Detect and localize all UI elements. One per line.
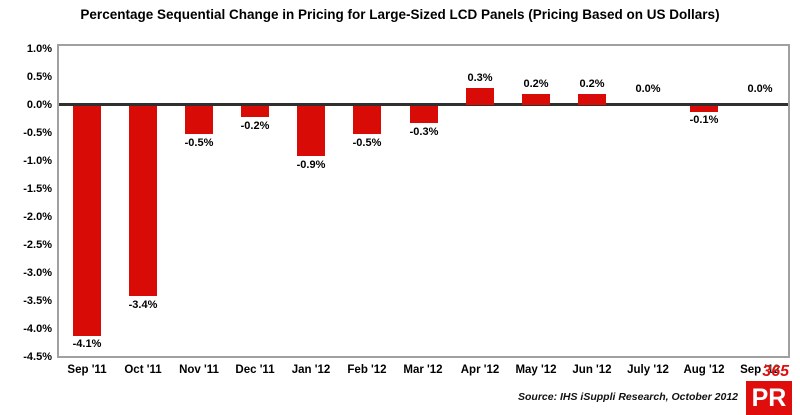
x-tick-label: May '12: [515, 364, 557, 376]
y-tick-label: -3.0%: [23, 267, 52, 279]
x-tick-label: July '12: [627, 364, 669, 376]
bar-value-label: -0.5%: [184, 137, 214, 149]
x-tick-label: Sep '12: [740, 364, 780, 376]
x-tick-label: Mar '12: [403, 364, 443, 376]
bar-value-label: -4.1%: [72, 338, 102, 350]
plot-inner: -4.1% -3.4% -0.5% -0.2% -0.9% -0.5% -0.3% 0.3% 0…: [59, 46, 788, 356]
zero-baseline: [59, 103, 788, 106]
bar-sep11: [73, 106, 101, 336]
x-tick-label: Oct '11: [124, 364, 162, 376]
y-tick-label: 0.0%: [26, 99, 52, 111]
source-note: Source: IHS iSuppli Research, October 20…: [518, 391, 738, 403]
y-tick-label: -3.5%: [23, 295, 52, 307]
y-tick-label: -0.5%: [23, 127, 52, 139]
bar-value-label: -0.2%: [240, 120, 270, 132]
logo-pr-box: PR: [746, 381, 792, 415]
bar-value-label: -3.4%: [128, 299, 158, 311]
plot-area: -4.1% -3.4% -0.5% -0.2% -0.9% -0.5% -0.3% 0.3% 0…: [57, 44, 790, 358]
x-tick-label: Sep '11: [67, 364, 107, 376]
x-tick-label: Jan '12: [291, 364, 331, 376]
bar-value-label: -0.1%: [689, 114, 719, 126]
bar-apr12: [466, 88, 494, 105]
bar-oct11: [129, 106, 157, 296]
pr365-logo: 365 PR: [744, 363, 792, 415]
bar-aug12: [690, 106, 718, 112]
bar-mar12: [410, 106, 438, 123]
x-tick-label: Feb '12: [347, 364, 387, 376]
bar-value-label: 0.0%: [635, 83, 661, 95]
bar-value-label: 0.2%: [523, 78, 549, 90]
x-tick-label: Aug '12: [683, 364, 725, 376]
bar-nov11: [185, 106, 213, 134]
bar-jan12: [297, 106, 325, 156]
bar-value-label: 0.3%: [467, 72, 493, 84]
bar-may12: [522, 94, 550, 105]
bar-dec11: [241, 106, 269, 117]
x-tick-label: Dec '11: [235, 364, 275, 376]
x-tick-label: Nov '11: [179, 364, 219, 376]
bar-value-label: -0.9%: [296, 159, 326, 171]
bar-value-label: 0.2%: [579, 78, 605, 90]
bar-value-label: -0.3%: [409, 126, 439, 138]
logo-365-text: 365: [762, 363, 789, 380]
x-tick-label: Apr '12: [460, 364, 500, 376]
x-tick-label: Jun '12: [572, 364, 612, 376]
y-tick-label: 0.5%: [26, 71, 52, 83]
bar-value-label: 0.0%: [747, 83, 773, 95]
bar-value-label: -0.5%: [352, 137, 382, 149]
y-tick-label: -4.5%: [23, 351, 52, 363]
y-tick-label: -1.0%: [23, 155, 52, 167]
y-tick-label: -2.0%: [23, 211, 52, 223]
bar-jun12: [578, 94, 606, 105]
y-tick-label: -2.5%: [23, 239, 52, 251]
bar-feb12: [353, 106, 381, 134]
chart-title: Percentage Sequential Change in Pricing …: [80, 7, 720, 22]
y-tick-label: -1.5%: [23, 183, 52, 195]
y-tick-label: -4.0%: [23, 323, 52, 335]
y-tick-label: 1.0%: [26, 43, 52, 55]
